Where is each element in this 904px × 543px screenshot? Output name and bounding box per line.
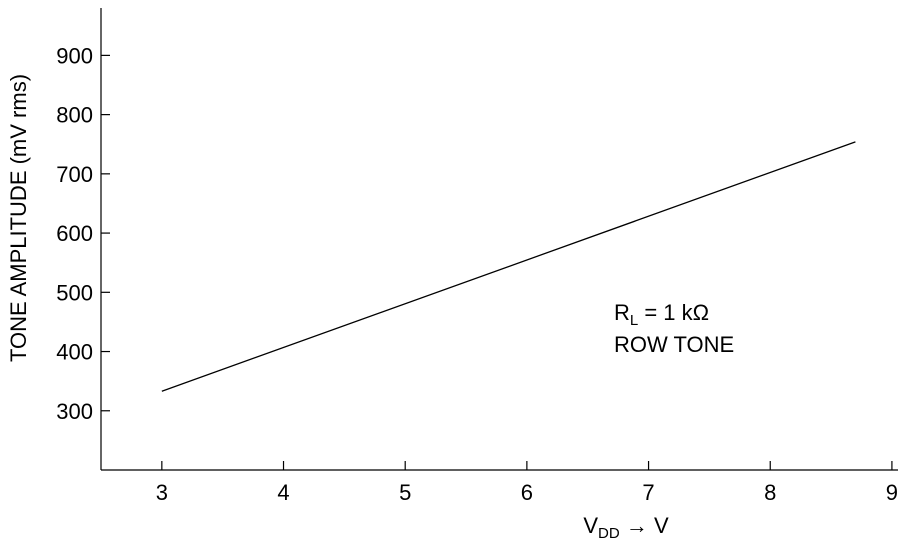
y-tick-label: 300 xyxy=(56,399,93,424)
y-tick-label: 400 xyxy=(56,340,93,365)
x-axis-label-suffix: → V xyxy=(620,513,669,538)
x-tick-label: 9 xyxy=(886,480,898,505)
x-axis-label: VDD → V xyxy=(583,513,669,542)
series-line xyxy=(161,141,856,392)
x-tick-label: 7 xyxy=(642,480,654,505)
x-tick-label: 5 xyxy=(399,480,411,505)
series-group xyxy=(161,141,856,392)
y-tick-label: 900 xyxy=(56,43,93,68)
y-tick-label: 800 xyxy=(56,103,93,128)
x-axis-label-subscript: DD xyxy=(598,525,620,542)
x-axis-label-main: V xyxy=(583,513,598,538)
x-tick-label: 8 xyxy=(764,480,776,505)
x-tick-label: 3 xyxy=(156,480,168,505)
annotation-main: R xyxy=(614,300,630,325)
y-tick-label: 500 xyxy=(56,280,93,305)
y-tick-label: 600 xyxy=(56,221,93,246)
x-tick-label: 4 xyxy=(277,480,289,505)
y-tick-label: 700 xyxy=(56,162,93,187)
x-ticks: 3 4 5 6 7 8 9 xyxy=(156,461,898,505)
y-axis-label: TONE AMPLITUDE (mV rms) xyxy=(6,74,31,362)
annotation-row-tone: ROW TONE xyxy=(614,332,734,357)
y-ticks: 300 400 500 600 700 800 900 xyxy=(56,43,110,424)
annotation-load-resistance: RL = 1 kΩ xyxy=(614,300,709,329)
annotation-suffix: = 1 kΩ xyxy=(638,300,709,325)
x-tick-label: 6 xyxy=(521,480,533,505)
axes xyxy=(100,8,898,471)
annotation-subscript: L xyxy=(630,312,638,329)
